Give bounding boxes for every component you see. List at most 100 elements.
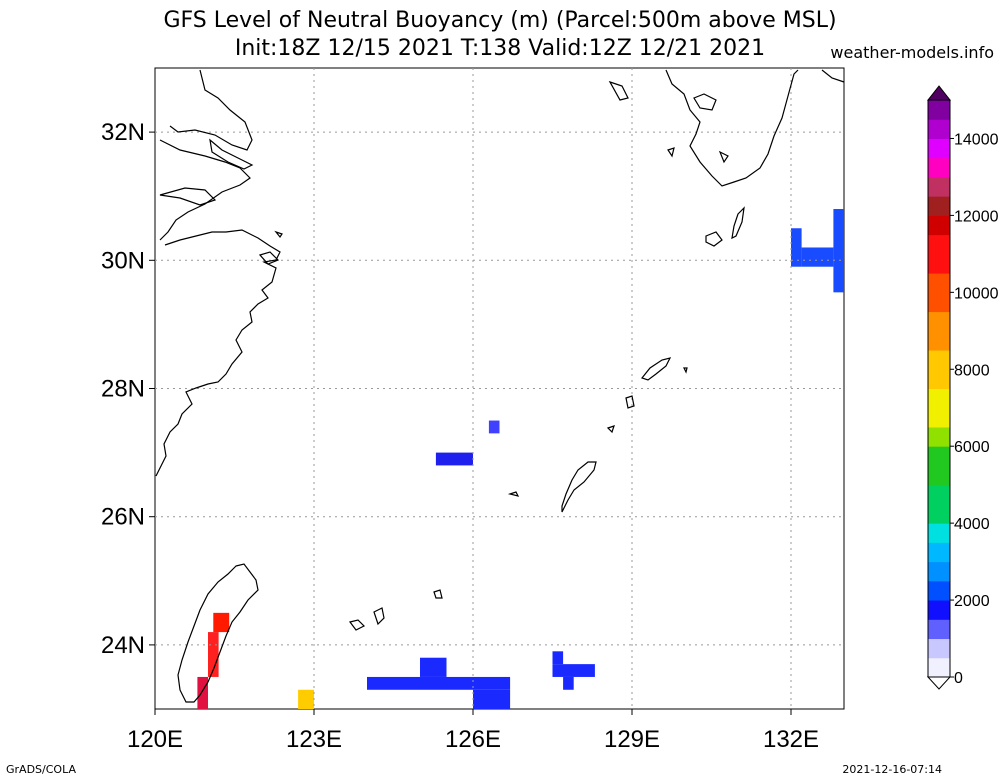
colorbar-segment	[928, 465, 950, 476]
colorbar-segment	[928, 561, 950, 572]
field-cell	[833, 209, 844, 293]
colorbar-segment	[928, 551, 950, 563]
colorbar-segment	[928, 590, 950, 601]
colorbar-segment	[928, 619, 950, 630]
colorbar-top-arrow	[926, 85, 952, 101]
lon-tick-label: 123E	[286, 726, 342, 753]
colorbar-segment	[928, 657, 950, 668]
colorbar-segment	[928, 638, 950, 649]
field-cell	[473, 689, 511, 709]
colorbar-segment	[928, 436, 950, 447]
site-credit: weather-models.info	[830, 43, 994, 62]
chart-subtitle: Init:18Z 12/15 2021 T:138 Valid:12Z 12/2…	[234, 36, 766, 61]
colorbar-segment	[928, 446, 950, 457]
colorbar-segment	[928, 571, 950, 582]
colorbar-segment	[928, 330, 950, 341]
colorbar-segment	[928, 378, 950, 389]
colorbar-segment	[928, 244, 950, 255]
chart-title: GFS Level of Neutral Buoyancy (m) (Parce…	[163, 8, 837, 33]
footer-software: GrADS/COLA	[6, 763, 76, 776]
colorbar-segment	[928, 513, 950, 524]
field-cell	[298, 689, 314, 709]
colorbar-segment	[928, 503, 950, 515]
colorbar-segment	[928, 205, 950, 216]
field-cell	[213, 612, 230, 633]
lon-tick-label: 120E	[127, 726, 183, 753]
colorbar-segment	[928, 532, 950, 543]
colorbar-segment	[928, 523, 950, 534]
colorbar-label: 2000	[954, 593, 990, 610]
axis-labels: 120E 123E 126E 129E 132E 24N 26N 28N 30N 32N	[101, 119, 819, 753]
colorbar-label: 12000	[954, 208, 999, 225]
colorbar-segment	[928, 600, 950, 611]
colorbar-label: 10000	[954, 285, 999, 302]
colorbar-segment	[928, 196, 950, 207]
colorbar-segment	[928, 167, 950, 178]
colorbar-segment	[928, 273, 950, 284]
colorbar-label: 4000	[954, 516, 990, 533]
colorbar-segment	[928, 609, 950, 620]
lon-tick-label: 129E	[604, 726, 660, 753]
field-cell	[197, 676, 208, 709]
colorbar-label: 0	[954, 670, 963, 687]
lat-tick-label: 28N	[101, 376, 145, 403]
colorbar-segment	[928, 138, 950, 149]
colorbar-segment	[928, 388, 950, 399]
field-cell	[801, 247, 834, 267]
colorbar-segment	[928, 494, 950, 505]
field-cell	[435, 452, 473, 466]
colorbar-label: 8000	[954, 362, 990, 379]
colorbar-bottom-arrow	[926, 676, 952, 690]
colorbar-segment	[928, 176, 950, 188]
colorbar-label: 6000	[954, 439, 990, 456]
colorbar-segment	[928, 253, 950, 264]
colorbar-segment	[928, 311, 950, 322]
field-cell	[552, 651, 564, 665]
colorbar-segment	[928, 398, 950, 409]
field-cell	[367, 676, 511, 690]
colorbar-segment	[928, 667, 950, 678]
colorbar-segment	[928, 484, 950, 495]
colorbar-segment	[928, 580, 950, 591]
colorbar-segment	[928, 455, 950, 466]
colorbar-segment	[928, 225, 950, 236]
field-cell	[208, 632, 219, 677]
colorbar: 0 2000 4000 6000 8000 10000 12000 14000	[926, 85, 999, 690]
colorbar-segment	[928, 109, 950, 120]
colorbar-segment	[928, 100, 950, 111]
colorbar-segment	[928, 340, 950, 351]
graticule	[149, 68, 844, 715]
colorbar-segment	[928, 369, 950, 380]
colorbar-label: 14000	[954, 131, 999, 148]
colorbar-segment	[928, 407, 950, 418]
coastlines	[155, 69, 845, 703]
colorbar-segment	[928, 417, 950, 428]
colorbar-segment	[928, 359, 950, 370]
lon-tick-label: 126E	[445, 726, 501, 753]
colorbar-segment	[928, 157, 950, 168]
lat-tick-label: 32N	[101, 119, 145, 146]
colorbar-segment	[928, 648, 950, 659]
colorbar-segment	[928, 119, 950, 130]
field-cell	[791, 228, 802, 267]
lat-tick-label: 30N	[101, 247, 145, 274]
colorbar-segment	[928, 628, 950, 640]
lon-tick-label: 132E	[763, 726, 819, 753]
field-cell	[563, 676, 574, 690]
colorbar-segment	[928, 186, 950, 197]
colorbar-segment	[928, 292, 950, 303]
lat-tick-label: 26N	[101, 504, 145, 531]
footer-timestamp: 2021-12-16-07:14	[842, 763, 942, 776]
field-cell	[488, 420, 500, 434]
buoyancy-fields	[197, 209, 844, 709]
field-cell	[420, 657, 447, 677]
lat-tick-label: 24N	[101, 632, 145, 659]
colorbar-segment	[928, 426, 950, 438]
colorbar-segment	[928, 215, 950, 226]
field-cell	[552, 664, 595, 677]
colorbar-segment	[928, 542, 950, 553]
colorbar-segment	[928, 350, 950, 361]
colorbar-segment	[928, 234, 950, 245]
colorbar-segment	[928, 148, 950, 159]
